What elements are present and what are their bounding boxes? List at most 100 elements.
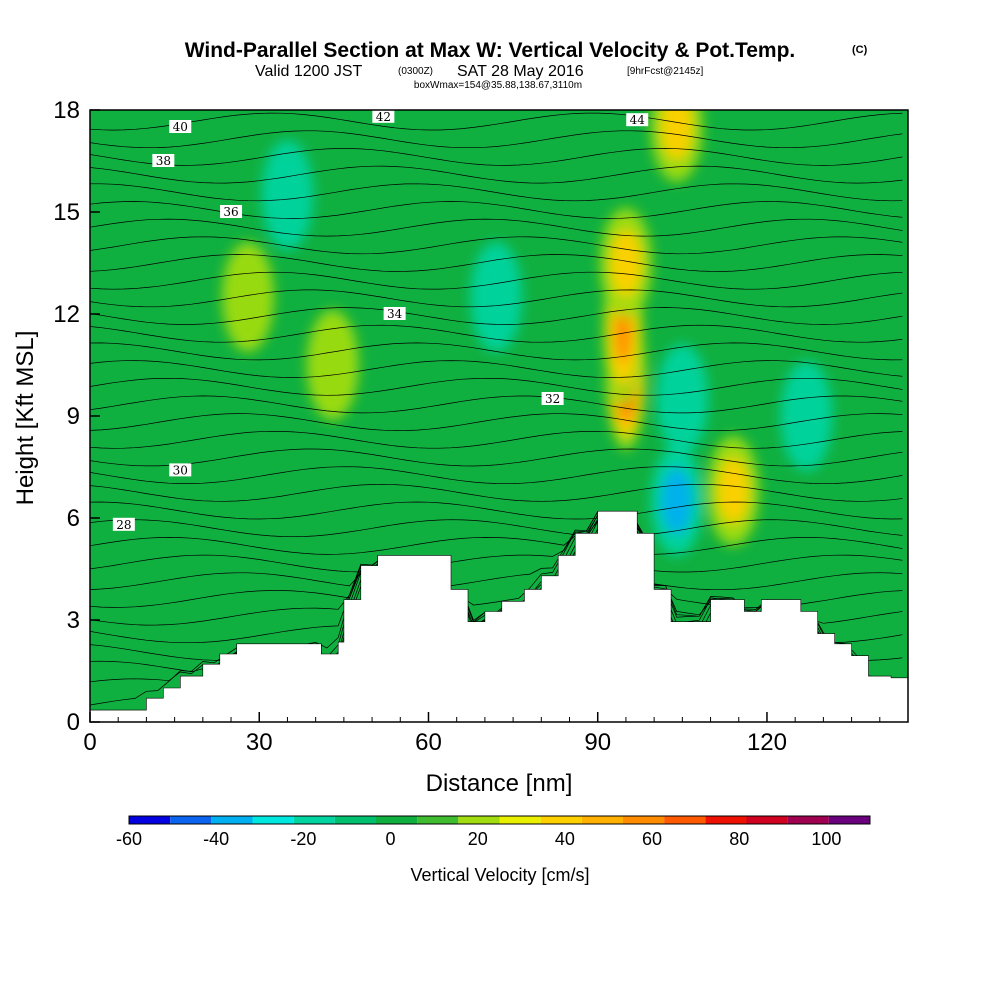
svg-text:28: 28 [116,518,131,532]
theta-contour [90,289,903,308]
colorbar-tick-label: 0 [386,829,396,849]
colorbar-tick-label: 20 [468,829,488,849]
theta-contour [90,254,903,272]
theta-contour [90,448,903,467]
theta-contour [90,218,903,237]
theta-contour [90,342,903,361]
w-region [610,230,642,296]
theta-contour [90,324,903,343]
subtitle-date: SAT 28 May 2016 [457,63,584,80]
w-region [221,242,274,352]
svg-text:34: 34 [387,307,403,321]
svg-text:38: 38 [156,154,171,168]
w-region [780,361,833,471]
subtitle-box: boxWmax=154@35.88,138.67,3110m [414,80,582,91]
colorbar-swatch [170,816,212,824]
subtitle-valid: Valid 1200 JST [255,63,363,80]
x-tick-label: 120 [747,729,787,756]
theta-contour [90,519,903,555]
w-region [717,457,749,524]
theta-contour [90,360,903,378]
w-region [306,310,359,420]
theta-contour [90,519,903,538]
copyright-mark: (C) [852,44,868,56]
w-region [661,110,693,160]
theta-contour [90,430,903,449]
theta-contour [90,307,903,325]
theta-contour [90,130,903,149]
colorbar-swatch [581,816,623,824]
svg-text:36: 36 [223,205,238,219]
colorbar-tick-label: -60 [116,829,142,849]
theta-contour [90,515,903,573]
colorbar-swatch [334,816,376,824]
svg-text:42: 42 [376,110,391,124]
theta-contour [90,501,903,520]
colorbar-swatch [705,816,747,824]
svg-text:30: 30 [173,463,188,477]
contour-label: 30 [169,463,192,477]
y-tick-label: 18 [53,97,80,124]
theta-contour [90,165,903,184]
theta-contour [90,377,903,396]
w-region [470,242,523,352]
theta-contour [90,112,903,131]
colorbar-tick-label: -20 [290,829,316,849]
colorbar-swatch [787,816,829,824]
colorbar-swatch [499,816,541,824]
colorbar-tick-label: 60 [642,829,662,849]
colorbar-swatch [376,816,418,824]
contour-label: 38 [152,154,175,168]
colorbar-swatch [293,816,335,824]
y-tick-label: 0 [67,709,80,736]
theta-contour [90,413,903,431]
svg-text:32: 32 [545,392,560,406]
colorbar-swatch [211,816,253,824]
contour-labels: 40 42 44 38 36 34 32 30 28 [112,110,649,532]
contour-label: 32 [541,392,564,406]
contour-label: 34 [383,307,406,321]
x-tick-label: 30 [246,729,273,756]
subtitle-utc: (0300Z) [398,66,433,77]
w-region [661,468,693,534]
terrain [90,510,908,722]
y-tick-label: 9 [67,403,80,430]
svg-text:44: 44 [630,113,646,127]
colorbar-swatch [252,816,294,824]
contour-label: 42 [372,110,395,124]
theta-contour [90,395,903,414]
contour-label: 36 [220,205,243,219]
y-axis-label: Height [Kft MSL] [12,331,39,506]
x-tick-label: 0 [83,729,96,756]
y-tick-label: 6 [67,505,80,532]
contour-label: 28 [112,517,135,532]
contour-label: 40 [169,120,192,134]
theta-contour [90,236,903,255]
colorbar-swatch [417,816,459,824]
colorbar-tick-label: -40 [203,829,229,849]
colorbar-tick-label: 100 [811,829,841,849]
theta-contour [90,183,903,202]
y-tick-label: 12 [53,301,80,328]
subtitle-forecast: [9hrFcst@2145z] [627,66,704,77]
theta-contour [90,148,903,166]
theta-contour [90,511,903,591]
colorbar-swatch [664,816,706,824]
colorbar-label: Vertical Velocity [cm/s] [410,865,589,885]
y-tick-label: 3 [67,607,80,634]
chart-subtitle: Valid 1200 JST (0300Z) SAT 28 May 2016 [… [255,63,704,80]
contour-label: 44 [626,113,649,127]
colorbar-swatch [458,816,500,824]
w-region [656,344,709,454]
colorbar-swatch [828,816,870,824]
theta-contour [90,483,903,502]
theta-contour [90,466,903,485]
y-tick-label: 15 [53,199,80,226]
x-tick-label: 60 [415,729,442,756]
x-axis-label: Distance [nm] [426,770,573,797]
colorbar-tick-label: 40 [555,829,575,849]
w-region [261,140,314,250]
colorbar-swatch [540,816,582,824]
